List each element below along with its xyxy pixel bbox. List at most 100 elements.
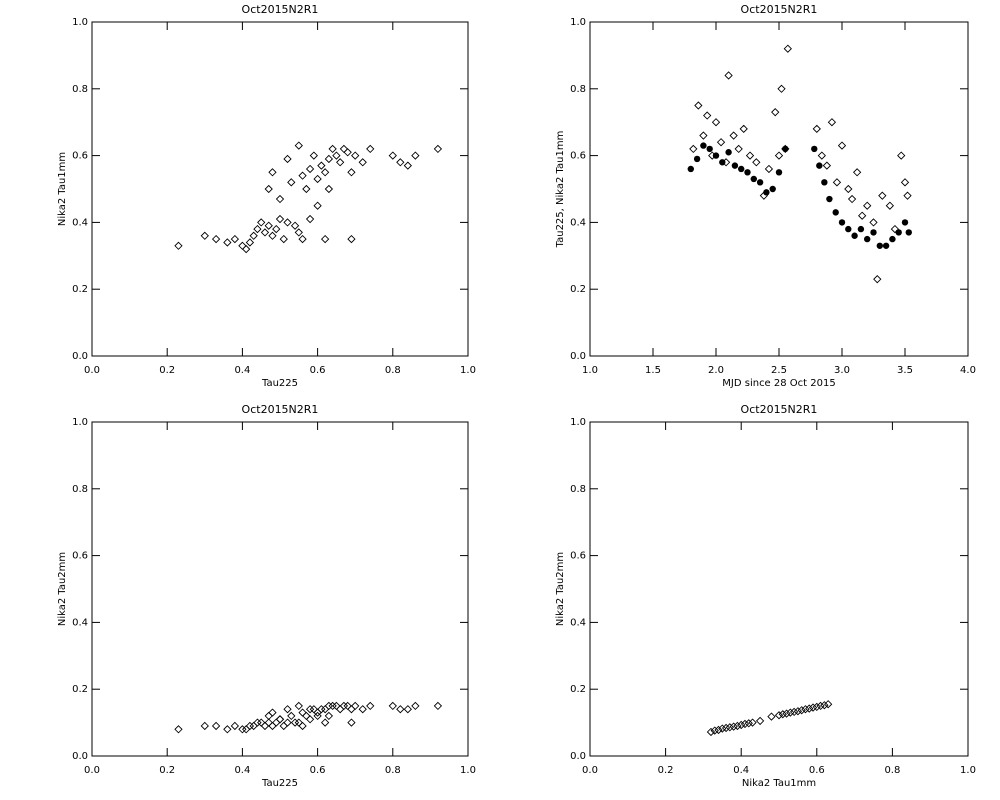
point	[433, 701, 443, 711]
y-tick-label: 0.0	[72, 351, 88, 362]
point	[816, 162, 823, 169]
point	[771, 108, 780, 117]
point	[812, 702, 821, 712]
y-tick-label: 0.4	[72, 217, 88, 228]
point	[174, 725, 183, 734]
point	[711, 118, 721, 127]
point	[366, 144, 375, 154]
point	[759, 191, 769, 200]
point	[245, 238, 255, 247]
point	[230, 721, 240, 731]
point	[343, 148, 352, 157]
point	[897, 151, 906, 160]
point	[411, 151, 420, 160]
x-axis-label: Tau225	[261, 378, 298, 389]
y-axis-label: Nika2 Tau2mm	[57, 552, 68, 626]
x-tick-label: 4.0	[960, 365, 976, 376]
point	[411, 701, 420, 711]
point	[822, 161, 832, 170]
point	[336, 158, 345, 167]
x-tick-label: 0.8	[385, 765, 401, 776]
point	[313, 201, 322, 210]
point	[740, 719, 750, 729]
point	[268, 708, 277, 717]
point	[313, 711, 322, 721]
point	[783, 44, 792, 53]
point	[260, 228, 270, 237]
point	[706, 727, 716, 737]
point	[738, 165, 745, 173]
point	[774, 711, 784, 720]
point	[870, 229, 877, 236]
point	[789, 707, 799, 717]
point	[200, 231, 209, 240]
chart-title: Oct2015N2R1	[741, 403, 818, 416]
point	[223, 725, 232, 734]
point	[302, 184, 311, 194]
point	[832, 209, 839, 216]
point	[903, 191, 912, 200]
y-tick-label: 1.0	[72, 17, 88, 28]
point	[283, 705, 292, 714]
x-tick-label: 0.4	[733, 765, 749, 776]
x-tick-label: 1.0	[960, 765, 976, 776]
point	[890, 224, 900, 234]
point	[734, 144, 743, 154]
x-tick-label: 0.2	[658, 765, 674, 776]
point	[388, 701, 397, 711]
point	[716, 138, 726, 147]
point	[347, 168, 356, 177]
point	[279, 234, 288, 244]
point	[253, 718, 262, 727]
point	[900, 178, 910, 187]
point	[744, 719, 753, 728]
point	[358, 705, 367, 714]
y-tick-label: 0.4	[570, 617, 586, 628]
point	[320, 234, 330, 244]
point	[272, 224, 281, 234]
y-tick-label: 1.0	[72, 417, 88, 428]
point	[298, 234, 307, 244]
x-tick-label: 1.0	[460, 365, 476, 376]
point	[782, 709, 791, 718]
point	[832, 178, 842, 187]
point	[725, 149, 732, 156]
point	[275, 715, 285, 724]
point	[729, 131, 738, 140]
point	[366, 701, 375, 711]
point	[313, 174, 322, 184]
point	[876, 242, 883, 249]
x-tick-label: 0.6	[809, 765, 825, 776]
x-tick-label: 0.8	[884, 765, 900, 776]
point	[230, 234, 240, 244]
y-tick-label: 0.8	[72, 484, 88, 495]
x-tick-label: 3.5	[897, 365, 913, 376]
point	[708, 151, 717, 160]
point	[729, 722, 738, 731]
point	[264, 184, 273, 194]
point	[786, 708, 795, 717]
x-tick-label: 0.0	[582, 765, 598, 776]
point	[309, 151, 318, 160]
point	[782, 145, 789, 153]
point	[264, 221, 273, 230]
point	[764, 164, 774, 174]
point	[724, 71, 733, 80]
point	[699, 131, 708, 140]
point	[351, 151, 360, 160]
y-tick-label: 0.2	[570, 684, 586, 695]
point	[347, 234, 356, 244]
point	[869, 218, 878, 227]
point	[750, 175, 757, 183]
point	[777, 84, 786, 93]
point	[774, 151, 784, 160]
x-axis-label: Nika2 Tau1mm	[742, 778, 816, 789]
y-axis-label: Tau225, Nika2 Tau1mm	[555, 131, 566, 249]
point	[328, 701, 337, 711]
point	[317, 705, 326, 714]
point	[305, 705, 315, 714]
point	[769, 185, 776, 193]
point	[811, 145, 818, 153]
x-tick-label: 2.5	[771, 365, 787, 376]
